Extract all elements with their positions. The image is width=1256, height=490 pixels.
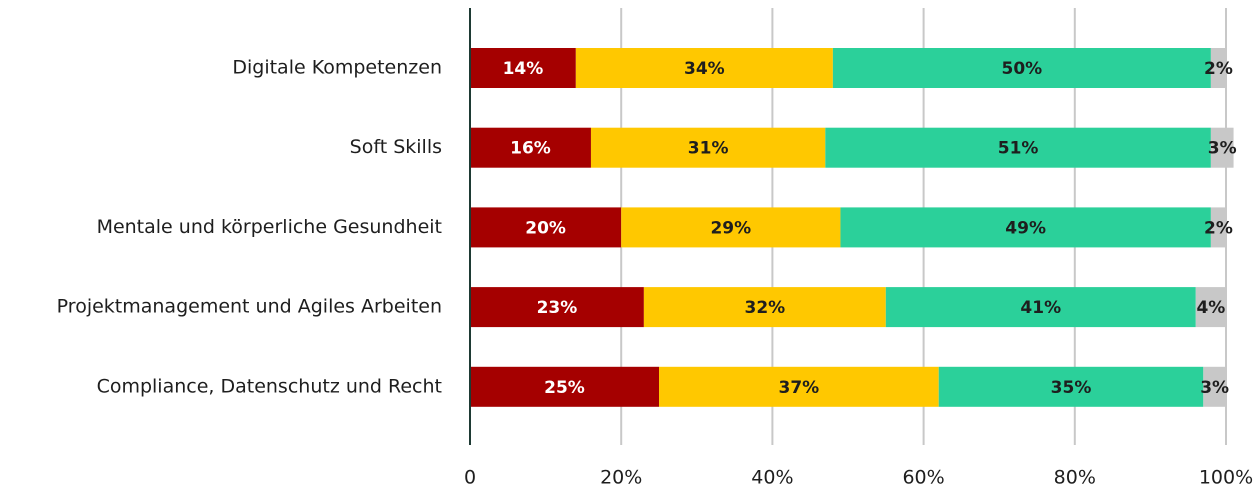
category-label: Mentale und körperliche Gesundheit <box>97 216 442 238</box>
bar-segment <box>832 48 1211 88</box>
value-label: 3% <box>1200 378 1229 398</box>
x-tick-label: 100% <box>1199 467 1253 489</box>
x-tick-label: 20% <box>600 467 642 489</box>
category-label: Compliance, Datenschutz und Recht <box>97 375 442 397</box>
value-label: 3% <box>1208 139 1237 159</box>
bar-segment <box>1210 48 1226 88</box>
bar-segment <box>1195 287 1226 328</box>
value-label: 41% <box>1020 298 1061 318</box>
value-label: 29% <box>710 218 751 238</box>
category-label: Projektmanagement und Agiles Arbeiten <box>57 296 442 318</box>
value-label: 23% <box>537 298 578 318</box>
value-label: 49% <box>1005 218 1046 238</box>
bar-segment <box>575 48 833 88</box>
value-label: 25% <box>544 378 585 398</box>
value-label: 50% <box>1002 59 1043 79</box>
bar-segment <box>659 366 939 407</box>
bar-segment <box>885 287 1196 328</box>
value-label: 20% <box>525 218 566 238</box>
value-label: 2% <box>1204 218 1233 238</box>
bar-segment <box>470 127 591 168</box>
value-label: 31% <box>688 139 729 159</box>
x-tick-label: 0 <box>464 467 476 489</box>
value-label: 16% <box>510 139 551 159</box>
x-tick-label: 40% <box>751 467 793 489</box>
bar-segment <box>470 207 622 248</box>
value-label: 32% <box>744 298 785 318</box>
x-tick-label: 80% <box>1054 467 1096 489</box>
value-label: 4% <box>1196 298 1225 318</box>
bar-segment <box>1210 127 1234 168</box>
bar-segment <box>621 207 841 248</box>
bar-segment <box>1210 207 1226 248</box>
bar-segment <box>470 366 659 407</box>
value-label: 37% <box>779 378 820 398</box>
bar-segment <box>1203 366 1226 407</box>
value-label: 14% <box>503 59 544 79</box>
bar-segment <box>643 287 886 328</box>
value-label: 34% <box>684 59 725 79</box>
bar-segment <box>590 127 826 168</box>
bar-segment <box>840 207 1211 248</box>
x-tick-label: 60% <box>902 467 944 489</box>
bar-segment <box>470 48 576 88</box>
bar-segment <box>938 366 1204 407</box>
category-label: Soft Skills <box>350 136 442 158</box>
value-label: 2% <box>1204 59 1233 79</box>
bar-segment <box>470 287 644 328</box>
bar-segment <box>825 127 1211 168</box>
value-label: 35% <box>1051 378 1092 398</box>
value-label: 51% <box>998 139 1039 159</box>
category-label: Digitale Kompetenzen <box>232 57 442 79</box>
